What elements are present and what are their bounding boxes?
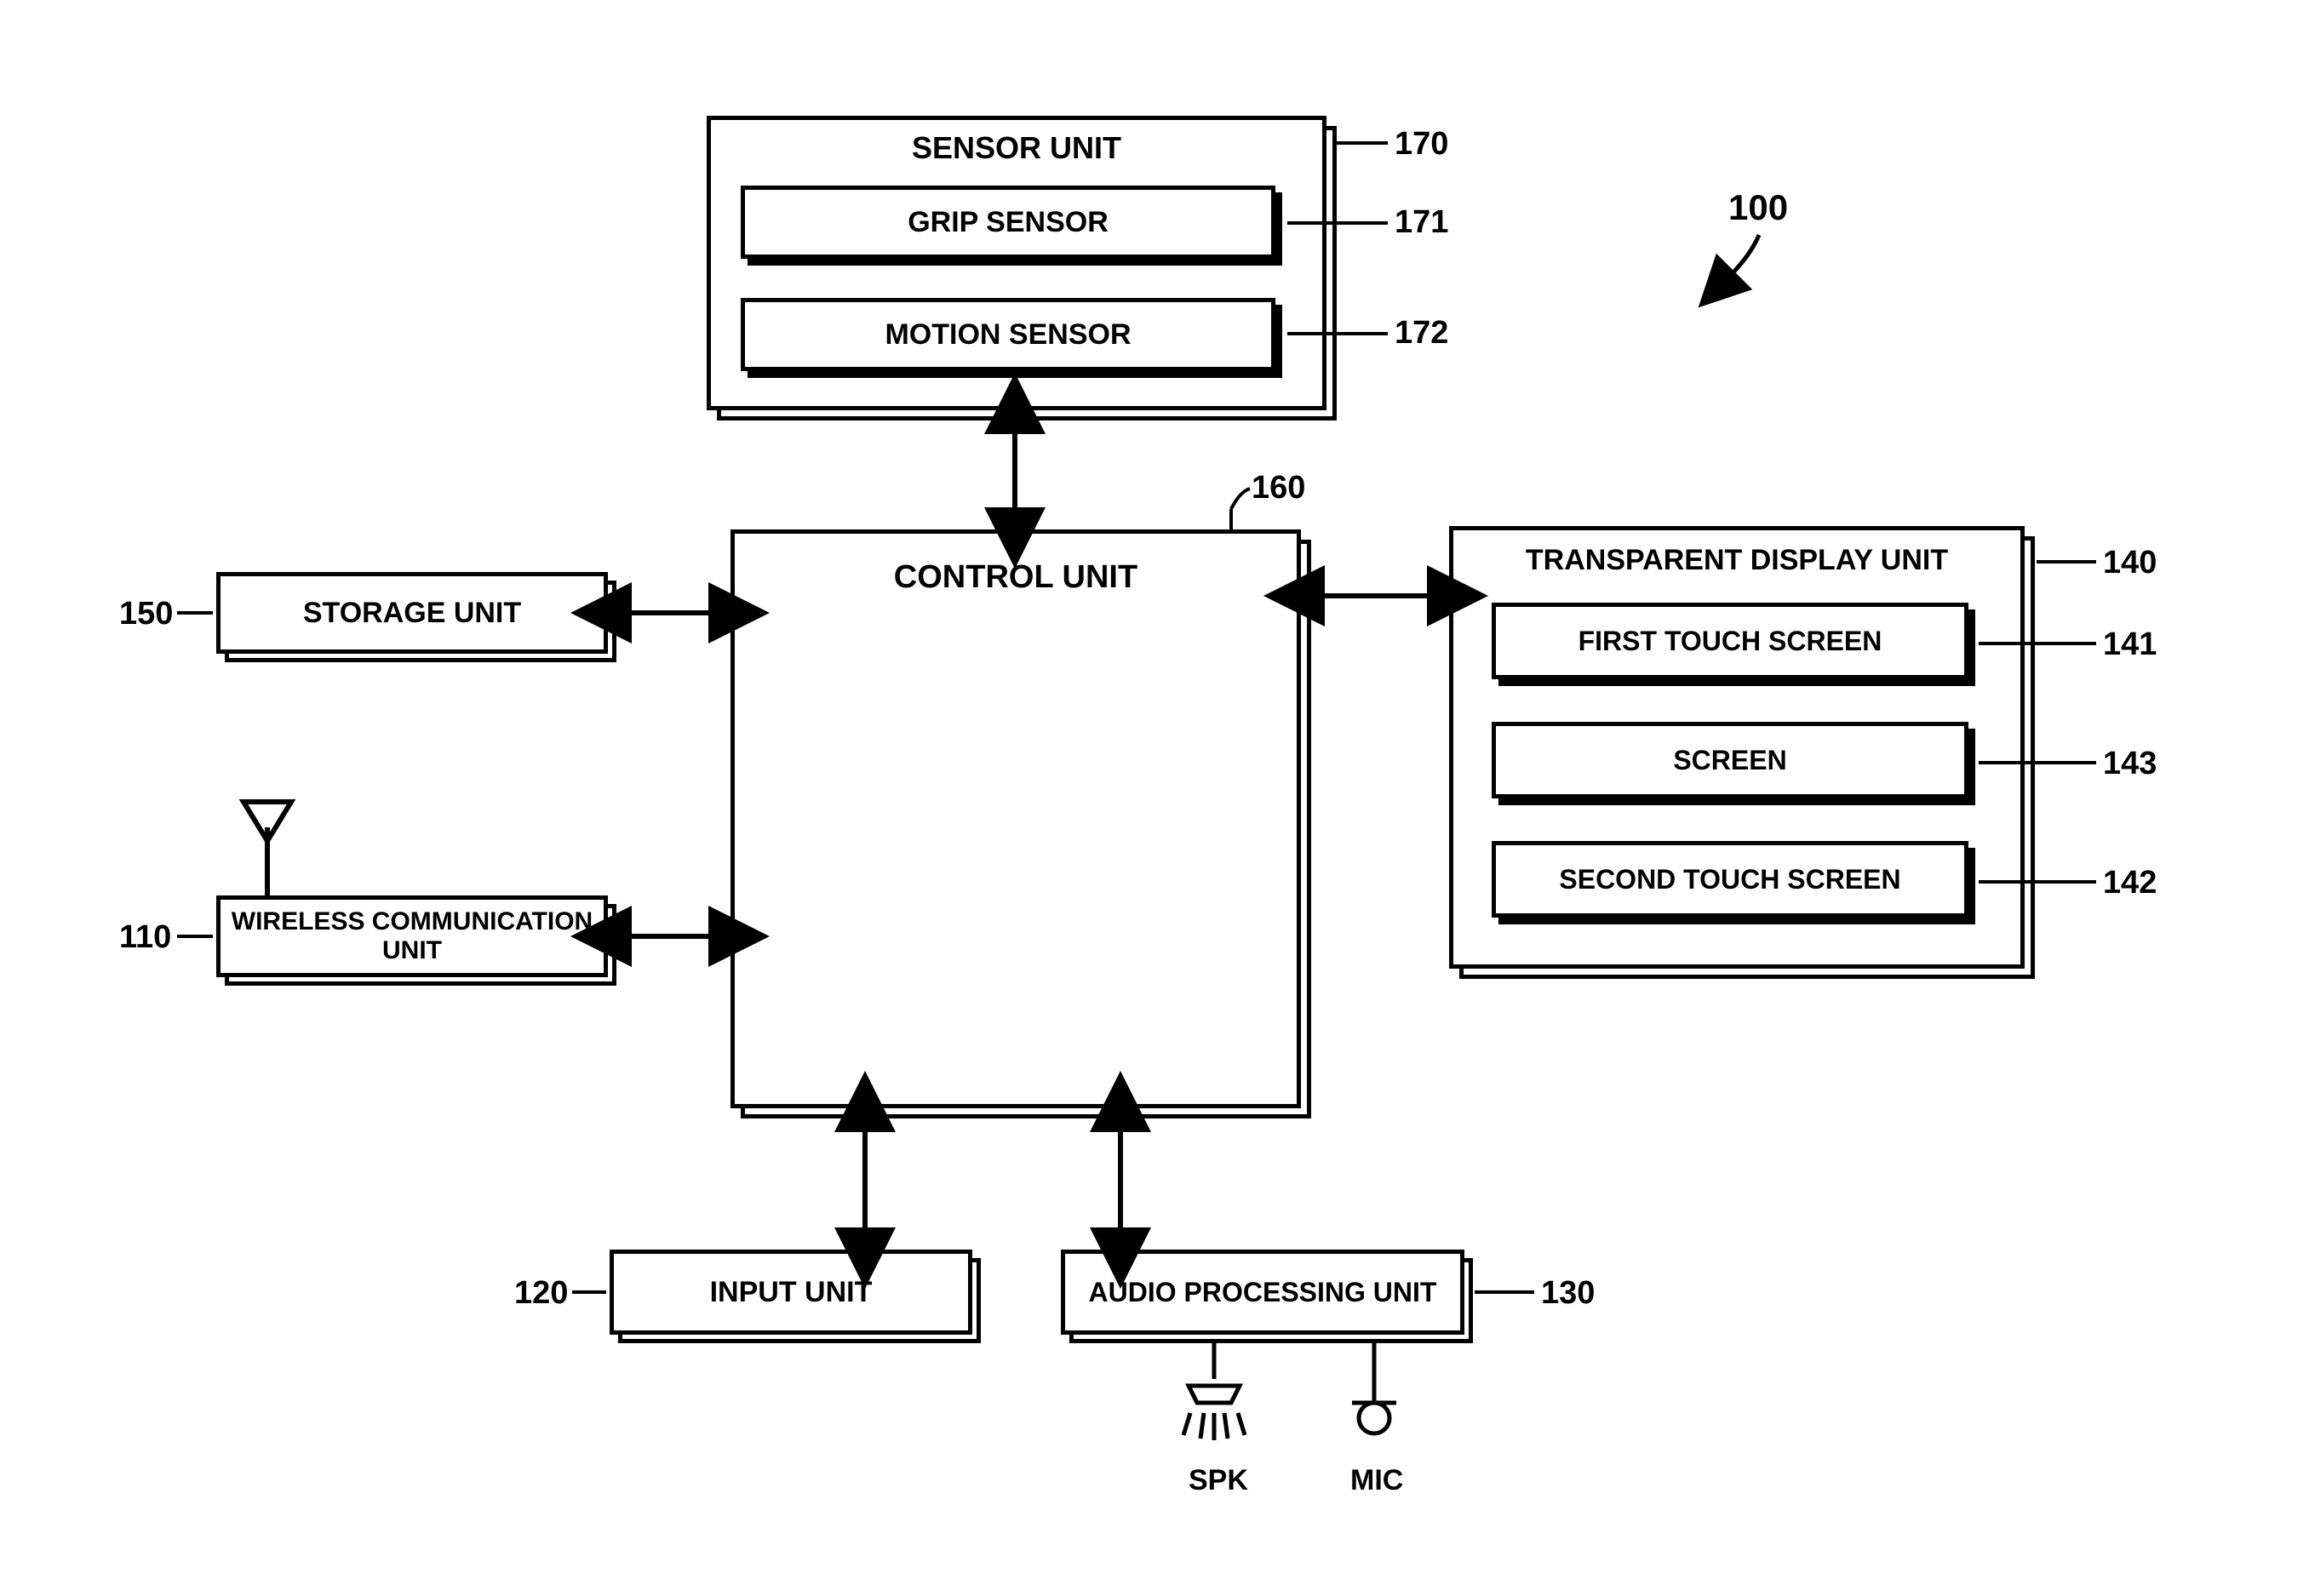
control-unit-box: CONTROL UNIT [731, 529, 1301, 1108]
display-title: TRANSPARENT DISPLAY UNIT [1526, 544, 1948, 577]
input-box: INPUT UNIT [610, 1250, 972, 1335]
input-label: INPUT UNIT [710, 1276, 873, 1309]
wireless-label: WIRELESS COMMUNICATION UNIT [221, 907, 604, 965]
ref-140: 140 [2103, 545, 2157, 581]
ref-110: 110 [119, 919, 171, 956]
ref-100: 100 [1728, 187, 1788, 228]
audio-box: AUDIO PROCESSING UNIT [1061, 1250, 1464, 1335]
first-touch-box: FIRST TOUCH SCREEN [1492, 603, 1968, 679]
ref-130: 130 [1541, 1275, 1595, 1312]
ref-142: 142 [2103, 865, 2157, 901]
ref-141: 141 [2103, 626, 2157, 663]
storage-box: STORAGE UNIT [216, 572, 608, 654]
ref-143: 143 [2103, 746, 2157, 782]
second-touch-box: SECOND TOUCH SCREEN [1492, 841, 1968, 918]
ref-171: 171 [1395, 204, 1448, 241]
control-unit-label: CONTROL UNIT [894, 559, 1137, 596]
ref-172: 172 [1395, 315, 1448, 352]
grip-sensor-label: GRIP SENSOR [908, 206, 1109, 239]
grip-sensor-box: GRIP SENSOR [741, 186, 1275, 259]
sensor-unit-title: SENSOR UNIT [912, 130, 1121, 166]
ref-120: 120 [514, 1275, 568, 1312]
storage-label: STORAGE UNIT [303, 597, 521, 630]
second-touch-label: SECOND TOUCH SCREEN [1559, 864, 1900, 895]
motion-sensor-box: MOTION SENSOR [741, 298, 1275, 371]
mic-label: MIC [1350, 1464, 1403, 1497]
screen-label: SCREEN [1673, 745, 1786, 776]
wireless-box: WIRELESS COMMUNICATION UNIT [216, 895, 608, 977]
ref-150: 150 [119, 596, 173, 632]
motion-sensor-label: MOTION SENSOR [885, 318, 1131, 352]
first-touch-label: FIRST TOUCH SCREEN [1578, 626, 1882, 657]
screen-box: SCREEN [1492, 722, 1968, 798]
ref-170: 170 [1395, 126, 1448, 163]
audio-label: AUDIO PROCESSING UNIT [1089, 1277, 1437, 1308]
ref-160: 160 [1252, 470, 1305, 506]
spk-label: SPK [1189, 1464, 1248, 1497]
